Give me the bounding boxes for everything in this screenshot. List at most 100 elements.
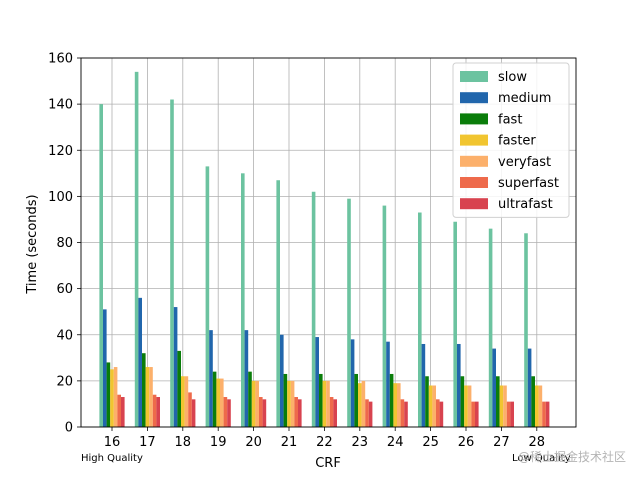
x-tick-label: 17: [139, 435, 156, 450]
legend-swatch-fast: [460, 113, 488, 125]
bar-slow-25: [418, 212, 422, 427]
bar-medium-20: [244, 330, 249, 427]
bar-ultrafast-22: [333, 399, 337, 427]
bar-veryfast-18: [184, 376, 189, 427]
x-tick-label: 24: [387, 435, 404, 450]
bar-faster-23: [358, 383, 362, 427]
bar-medium-21: [280, 334, 284, 427]
legend-swatch-medium: [460, 92, 488, 104]
bar-fast-23: [354, 373, 358, 427]
bar-medium-17: [138, 297, 142, 427]
y-tick-label: 0: [65, 421, 73, 436]
bar-slow-22: [311, 191, 316, 427]
tick-labels: 0 20 40 60 80 100 120 140 160 16 17 18 19 20 21 22 23 24 2…: [48, 52, 545, 451]
bar-superfast-19: [223, 397, 228, 427]
bar-medium-23: [350, 339, 355, 427]
bar-faster-26: [464, 385, 468, 427]
x-axis-title: CRF: [315, 456, 341, 471]
bar-slow-16: [99, 104, 103, 428]
bar-veryfast-23: [361, 380, 366, 428]
legend-swatch-veryfast: [460, 155, 488, 167]
bar-superfast-20: [259, 397, 263, 427]
bar-superfast-25: [436, 399, 440, 427]
bar-ultrafast-20: [262, 399, 267, 427]
bar-faster-16: [110, 369, 114, 427]
bar-faster-17: [145, 367, 150, 427]
bar-ultrafast-27: [510, 401, 514, 427]
x-tick-label: 21: [281, 435, 298, 450]
bar-ultrafast-16: [121, 397, 125, 427]
bar-medium-28: [527, 348, 532, 427]
bar-superfast-18: [188, 392, 192, 427]
y-axis-title: Time (seconds): [25, 194, 40, 294]
bar-ultrafast-25: [439, 401, 444, 427]
bar-slow-20: [241, 173, 245, 427]
bar-fast-28: [531, 376, 535, 427]
bar-slow-24: [382, 205, 387, 427]
x-tick-label: 20: [245, 435, 262, 450]
legend-label-ultrafast: ultrafast: [498, 197, 553, 212]
bar-slow-23: [347, 198, 351, 427]
legend-label-medium: medium: [498, 91, 551, 106]
bar-ultrafast-23: [368, 401, 373, 427]
bar-fast-24: [389, 373, 394, 427]
bar-medium-19: [209, 330, 213, 427]
bar-fast-19: [212, 371, 217, 427]
x-tick-label: 23: [352, 435, 369, 450]
bar-fast-22: [319, 373, 323, 427]
plot-frame: [80, 57, 577, 428]
bar-faster-24: [393, 383, 397, 427]
y-tick-label: 100: [48, 190, 73, 205]
bar-fast-16: [106, 362, 111, 427]
bar-medium-18: [173, 307, 178, 427]
bar-fast-21: [283, 373, 288, 427]
bar-veryfast-24: [397, 383, 401, 427]
legend-label-superfast: superfast: [498, 176, 559, 191]
bar-veryfast-21: [290, 380, 295, 428]
bar-ultrafast-18: [191, 399, 196, 427]
bar-slow-17: [134, 71, 139, 427]
bar-slow-26: [453, 221, 457, 427]
bar-superfast-27: [506, 401, 511, 427]
legend-label-fast: fast: [498, 112, 522, 127]
bar-slow-21: [276, 180, 280, 427]
bar-superfast-17: [152, 394, 157, 427]
x-tick-label: 25: [422, 435, 439, 450]
bar-ultrafast-21: [298, 399, 302, 427]
legend: slow medium fast faster veryfast superfast ult…: [452, 62, 570, 218]
bar-superfast-21: [294, 397, 298, 427]
x-tick-label: 18: [175, 435, 192, 450]
x-tick-label: 19: [210, 435, 227, 450]
bar-faster-18: [181, 376, 185, 427]
x-tick-label: 28: [529, 435, 546, 450]
bar-faster-28: [535, 385, 539, 427]
bar-faster-22: [322, 380, 327, 428]
x-tick-label: 26: [458, 435, 475, 450]
bar-veryfast-27: [503, 385, 507, 427]
y-tick-label: 20: [56, 374, 73, 389]
x-tick-label: 22: [316, 435, 333, 450]
legend-label-faster: faster: [498, 134, 536, 149]
y-tick-label: 160: [48, 52, 73, 67]
bar-veryfast-19: [220, 378, 224, 427]
bar-faster-19: [216, 378, 220, 427]
bar-medium-22: [315, 337, 319, 427]
bar-slow-19: [205, 166, 210, 427]
bar-ultrafast-19: [227, 399, 231, 427]
bar-superfast-16: [117, 394, 121, 427]
bar-veryfast-26: [467, 385, 472, 427]
legend-swatch-faster: [460, 134, 488, 146]
axes: [77, 57, 577, 431]
legend-label-veryfast: veryfast: [498, 155, 551, 170]
bar-veryfast-17: [149, 367, 153, 427]
x-tick-label: 16: [104, 435, 121, 450]
bar-medium-24: [386, 341, 390, 427]
bar-slow-27: [488, 228, 493, 427]
bar-medium-25: [421, 343, 426, 427]
bar-slow-18: [170, 99, 174, 427]
bar-fast-27: [496, 376, 500, 427]
bar-fast-20: [248, 371, 252, 427]
bar-superfast-24: [400, 399, 405, 427]
bar-superfast-26: [471, 401, 475, 427]
